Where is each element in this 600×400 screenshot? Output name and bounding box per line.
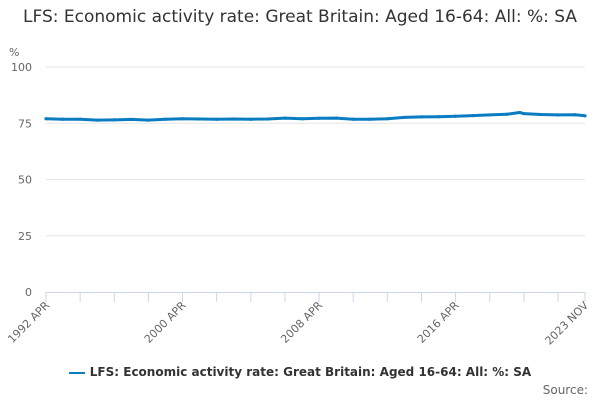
data-point [61, 117, 65, 121]
data-point [471, 114, 475, 118]
data-point [573, 113, 577, 117]
data-point [517, 110, 522, 115]
x-tick-label: 2000 APR [142, 299, 189, 346]
data-point [453, 114, 458, 118]
legend-label: LFS: Economic activity rate: Great Brita… [89, 365, 532, 379]
data-point [300, 117, 304, 121]
data-point [539, 112, 543, 117]
data-point [215, 117, 219, 121]
data-point [197, 117, 202, 121]
data-point [334, 116, 338, 120]
data-point [249, 117, 253, 121]
data-point [95, 118, 99, 122]
x-tick-label: 2023 NOV [543, 299, 592, 348]
data-point [232, 117, 236, 121]
data-point [180, 117, 185, 121]
y-tick-label: 75 [18, 117, 32, 130]
data-point [419, 115, 424, 119]
data-point [44, 117, 48, 121]
data-point [351, 117, 355, 121]
data-point [583, 114, 587, 118]
y-tick-label: 50 [18, 174, 32, 187]
data-point [163, 117, 168, 121]
data-point [402, 115, 406, 119]
data-point [146, 118, 150, 122]
data-point [488, 113, 492, 117]
data-point [522, 111, 526, 116]
data-point [283, 116, 287, 120]
data-point [385, 117, 389, 121]
x-tick-label: 2008 APR [278, 299, 325, 346]
y-axis-label: % [9, 46, 19, 59]
legend-line-icon [68, 371, 85, 374]
x-tick-label: 1992 APR [5, 299, 52, 346]
data-point [368, 117, 372, 121]
data-point [317, 116, 321, 120]
data-point [505, 112, 509, 116]
chart-title: LFS: Economic activity rate: Great Brita… [23, 7, 577, 27]
data-point [129, 117, 133, 122]
x-tick-label: 2016 APR [415, 299, 462, 346]
source-label: Source: [542, 383, 588, 397]
series-line [45, 111, 586, 122]
data-point [112, 118, 116, 122]
data-point [266, 117, 270, 121]
data-point [78, 117, 82, 121]
data-point [436, 115, 441, 119]
data-point [556, 113, 560, 117]
y-tick-label: 25 [18, 230, 32, 243]
y-tick-label: 100 [11, 61, 32, 74]
y-tick-label: 0 [25, 286, 32, 299]
legend-item[interactable]: LFS: Economic activity rate: Great Brita… [0, 365, 600, 379]
